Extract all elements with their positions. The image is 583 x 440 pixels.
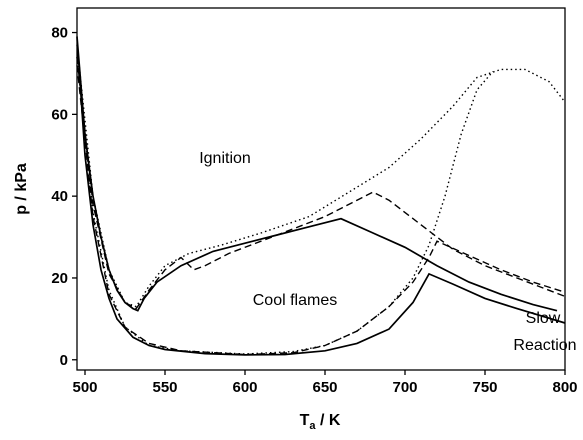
y-axis-label: p / kPa: [13, 163, 30, 215]
x-tick-label: 550: [152, 379, 177, 396]
annotation: Reaction: [513, 337, 576, 354]
x-tick-label: 700: [392, 379, 417, 396]
x-tick-label: 600: [232, 379, 257, 396]
annotation: Cool flames: [253, 292, 337, 309]
x-tick-label: 500: [72, 379, 97, 396]
x-tick-label: 650: [312, 379, 337, 396]
y-tick-label: 60: [51, 106, 68, 123]
y-tick-label: 20: [51, 270, 68, 287]
y-tick-label: 40: [51, 188, 68, 205]
x-tick-label: 750: [472, 379, 497, 396]
curve: [76, 57, 566, 356]
x-label-main: T: [300, 412, 310, 429]
plot-frame: [76, 7, 566, 371]
annotation: Slow: [526, 310, 561, 327]
annotation: Ignition: [199, 150, 251, 167]
curve: [76, 44, 566, 355]
x-axis-label: Ta / K: [300, 412, 341, 432]
y-tick-label: 0: [60, 352, 68, 369]
x-tick-label: 800: [552, 379, 577, 396]
y-tick-label: 80: [51, 25, 68, 42]
x-label-sub: a: [309, 420, 316, 432]
x-label-unit: / K: [316, 412, 341, 429]
